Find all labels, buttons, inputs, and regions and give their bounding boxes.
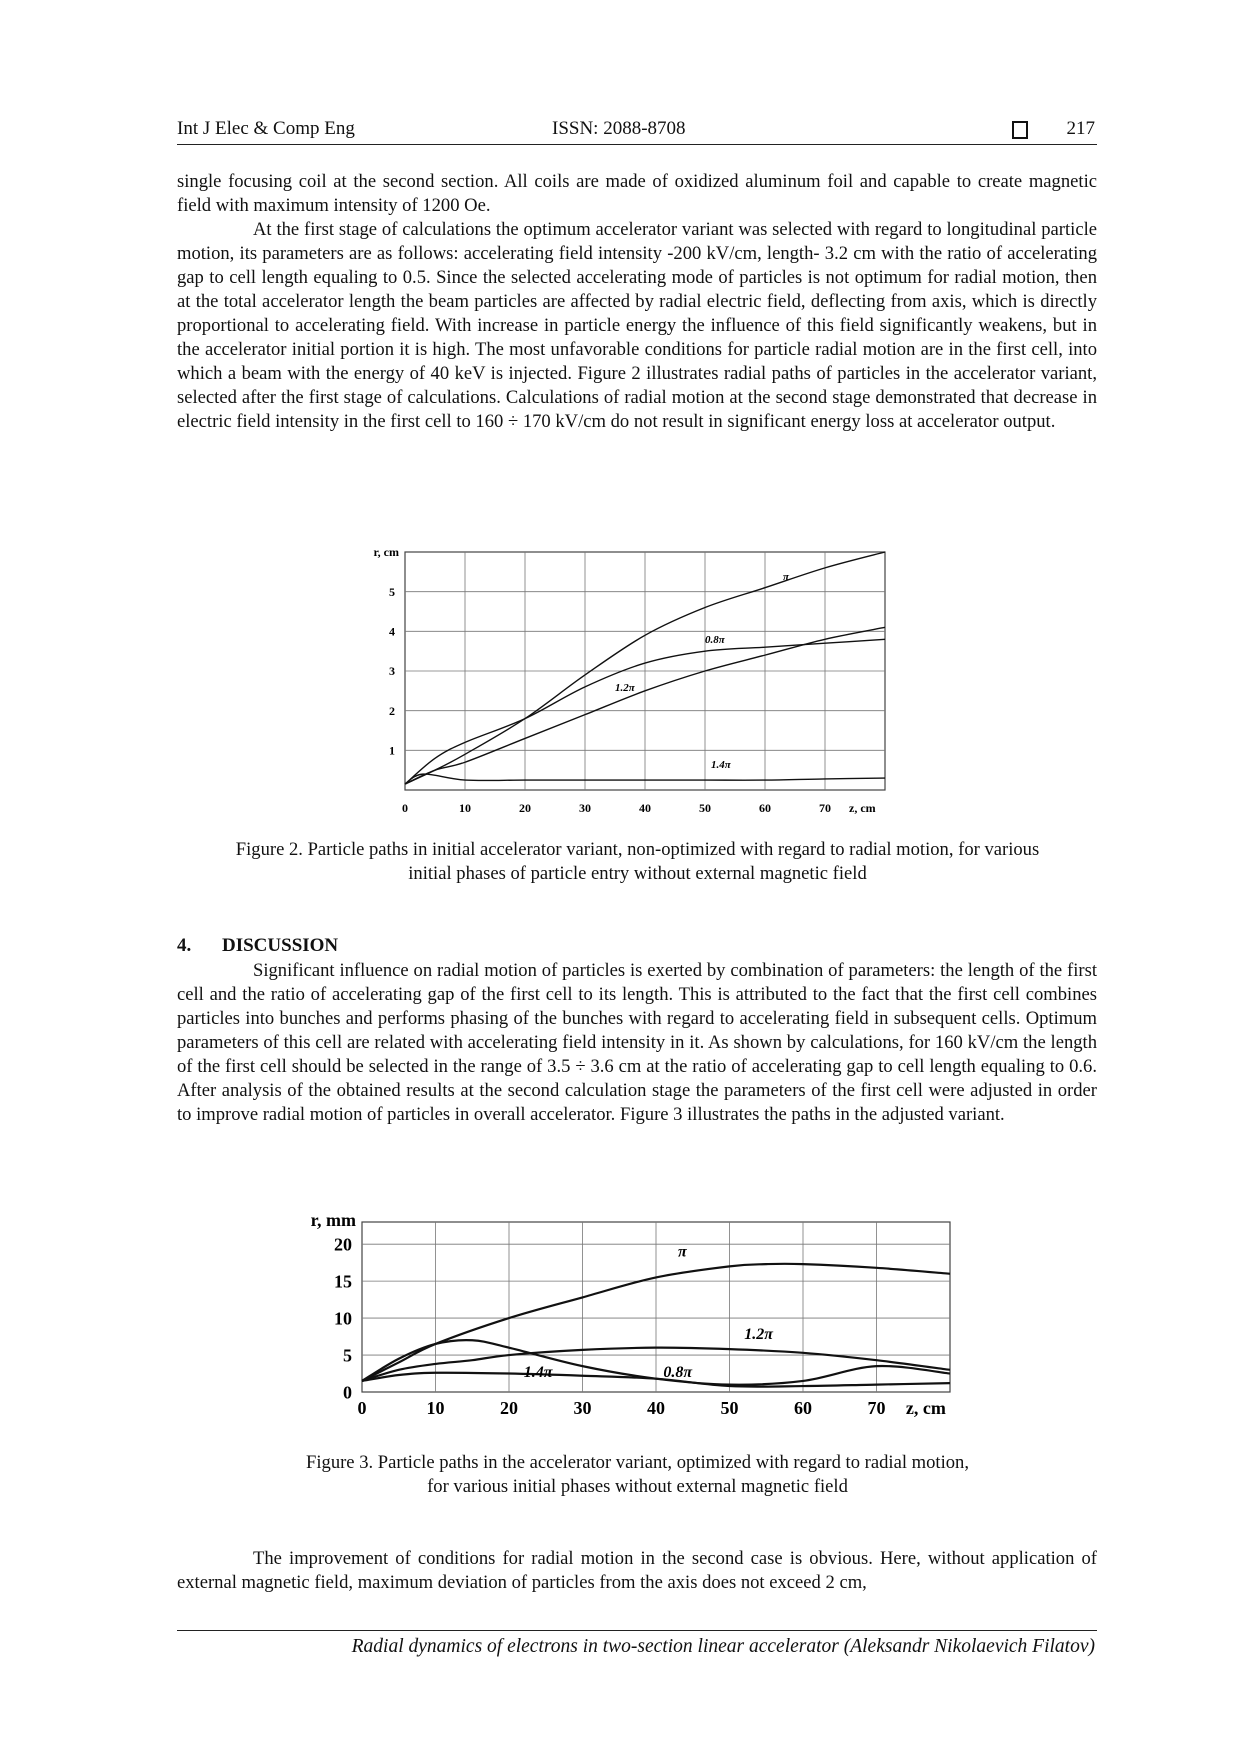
page-footer: Radial dynamics of electrons in two-sect… (351, 1636, 1095, 1657)
f3-y-tick-label: 20 (334, 1234, 352, 1254)
f2-y-tick-label: 3 (389, 664, 395, 678)
f2-series-line-0 (404, 551, 886, 785)
f3-series-label-0: π (678, 1244, 688, 1261)
figure-3-caption-line1: Figure 3. Particle paths in the accelera… (306, 1452, 969, 1473)
f3-series-label-2: 1.4π (524, 1364, 554, 1381)
f2-series-label-3: 1.4π (711, 759, 732, 771)
f2-x-tick-label: 50 (699, 801, 711, 815)
figure-3-caption: Figure 3. Particle paths in the accelera… (150, 1451, 1125, 1499)
f3-x-tick-label: 0 (358, 1398, 367, 1418)
f2-series-line-2 (404, 626, 886, 785)
f2-series-label-2: 1.2π (615, 682, 636, 694)
f2-y-axis-label: r, cm (373, 545, 399, 559)
f2-y-tick-label: 5 (389, 585, 395, 599)
figure-3-caption-line2: for various initial phases without exter… (427, 1476, 848, 1497)
f3-x-tick-label: 40 (647, 1398, 665, 1418)
f3-y-tick-label: 0 (343, 1382, 352, 1402)
page-header: Int J Elec & Comp Eng ISSN: 2088-8708 21… (177, 118, 1097, 145)
f3-series-label-3: 0.8π (663, 1364, 693, 1381)
f2-y-tick-label: 2 (389, 704, 395, 718)
section-title: DISCUSSION (222, 935, 339, 956)
figure-2-caption-line2: initial phases of particle entry without… (408, 863, 867, 884)
f3-series-line-1 (361, 1346, 951, 1382)
journal-name: Int J Elec & Comp Eng (177, 118, 355, 139)
figure-3-chart: 0 10 20 30 40 50 60 70 0 5 10 15 20 r, mm z, cm π 1.2π 1.… (311, 1210, 951, 1418)
f2-x-axis-label: z, cm (849, 801, 876, 815)
figure-2-caption-line1: Figure 2. Particle paths in initial acce… (235, 839, 1040, 860)
f3-x-tick-label: 20 (500, 1398, 518, 1418)
section-number: 4. (177, 935, 192, 956)
f2-x-tick-label: 40 (639, 801, 651, 815)
f3-x-tick-label: 50 (721, 1398, 739, 1418)
f3-series-label-1: 1.2π (744, 1326, 774, 1343)
page-number: 217 (1066, 118, 1096, 139)
section-heading: 4. DISCUSSION (177, 935, 338, 957)
f3-x-axis-label: z, cm (906, 1398, 946, 1418)
f3-x-tick-label: 70 (868, 1398, 886, 1418)
f3-series-line-2 (361, 1339, 951, 1386)
f2-series-label-0: π (783, 571, 790, 583)
paragraph-improvement: The improvement of conditions for radial… (177, 1548, 1097, 1593)
f2-y-tick-label: 4 (389, 625, 395, 639)
f2-y-tick-label: 1 (389, 744, 395, 758)
f2-x-tick-label: 20 (519, 801, 531, 815)
f2-series-label-1: 0.8π (705, 634, 726, 646)
f3-y-tick-label: 5 (343, 1345, 352, 1365)
footer-rule (177, 1630, 1097, 1631)
f3-y-axis-label: r, mm (311, 1210, 356, 1230)
paragraph-first-stage: At the first stage of calculations the o… (177, 219, 1097, 432)
issn: ISSN: 2088-8708 (552, 118, 686, 139)
paragraph-discussion: Significant influence on radial motion o… (177, 960, 1097, 1125)
f2-series-line-3 (404, 773, 886, 785)
figure-2-caption: Figure 2. Particle paths in initial acce… (150, 838, 1125, 886)
figure-2-chart: 0 10 20 30 40 50 60 70 1 2 3 4 5 r, cm z, cm π 0.8π 1.2π 1… (373, 545, 886, 815)
f2-x-tick-label: 10 (459, 801, 471, 815)
f2-series-line-1 (404, 638, 886, 785)
f2-x-tick-label: 30 (579, 801, 591, 815)
f2-x-tick-label: 70 (819, 801, 831, 815)
f2-x-tick-label: 0 (402, 801, 408, 815)
f3-series-line-3 (361, 1371, 951, 1388)
f2-x-tick-label: 60 (759, 801, 771, 815)
f3-x-tick-label: 30 (574, 1398, 592, 1418)
f3-x-tick-label: 60 (794, 1398, 812, 1418)
square-icon (1012, 121, 1028, 139)
f3-y-tick-label: 15 (334, 1271, 352, 1291)
paragraph-continued: single focusing coil at the second secti… (177, 171, 1097, 216)
f3-x-tick-label: 10 (427, 1398, 445, 1418)
f3-y-tick-label: 10 (334, 1308, 352, 1328)
